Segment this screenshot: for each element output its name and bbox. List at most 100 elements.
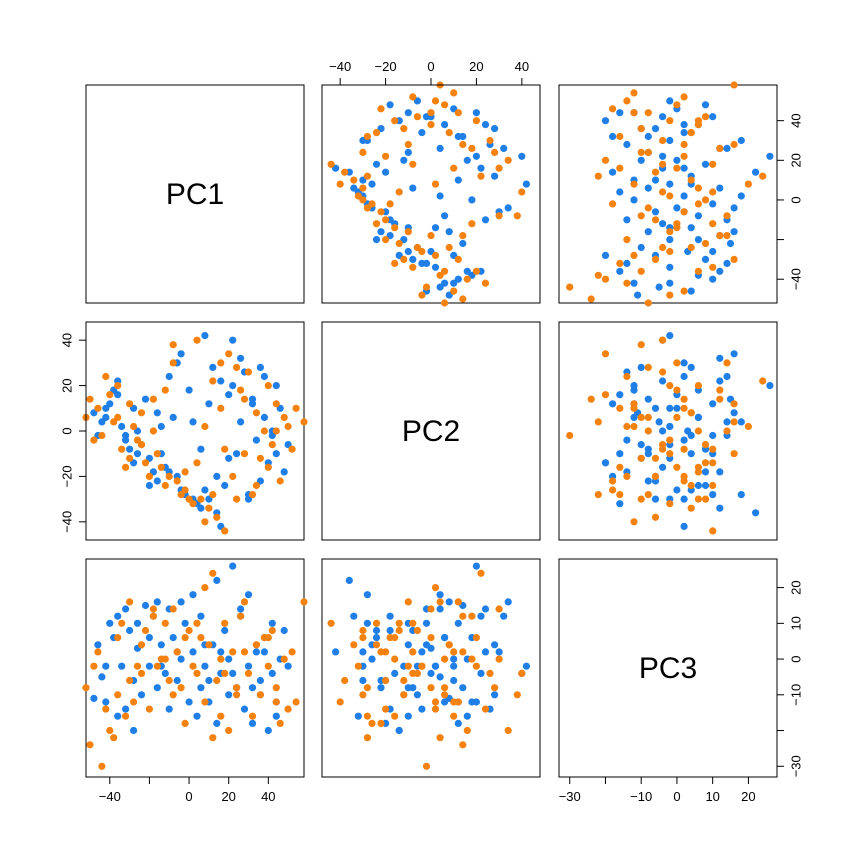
data-point [205,641,213,649]
data-point [472,152,480,160]
data-point [659,441,667,449]
data-point [441,691,449,699]
data-point [644,445,652,453]
data-point [566,431,574,440]
data-point [153,477,161,485]
data-point [730,400,738,408]
data-point [687,504,695,512]
axis-pc3-bottom: −30 −10 0 10 20 [559,776,756,804]
data-point [680,495,688,503]
data-point [201,584,209,592]
data-point [327,619,335,627]
data-point [651,495,660,503]
data-point [694,236,703,244]
data-point [161,669,169,678]
data-point [368,655,376,663]
data-point [126,400,134,408]
data-point [673,413,681,421]
data-point [468,144,476,152]
data-point [459,612,467,620]
data-point [133,450,142,458]
data-point [400,691,408,699]
data-point [240,705,249,713]
data-point [601,391,610,399]
data-point [491,172,499,180]
data-point [637,212,645,220]
data-point [587,395,595,403]
data-point [122,431,130,440]
data-point [157,641,165,649]
data-point [459,684,467,692]
data-point [680,436,688,444]
data-point [102,404,110,412]
data-point [256,454,264,462]
data-point [680,287,688,295]
data-point [197,445,205,453]
data-point [225,655,233,663]
axis-pc1-right: −40 0 20 40 [776,113,804,290]
data-point [730,140,738,149]
data-point [368,719,376,728]
data-point [205,504,213,512]
data-point [391,259,399,267]
data-point [666,192,674,200]
data-point [149,395,157,403]
data-point [118,662,126,670]
data-point [609,168,617,176]
data-point [359,626,367,635]
data-point [106,619,114,627]
data-point [189,418,197,426]
data-point [276,719,284,728]
data-point [504,204,512,212]
data-point [201,422,209,431]
data-point [409,160,417,168]
data-point [372,619,381,627]
data-point [418,705,426,713]
data-point [673,164,681,172]
data-point [372,634,381,642]
data-point [102,372,110,381]
data-point [518,188,526,196]
data-point [213,472,221,480]
data-point [759,172,767,180]
data-point [363,712,371,720]
data-point [495,164,503,172]
data-point [666,500,674,508]
data-point [354,662,362,670]
data-point [616,463,624,471]
data-point [280,468,288,476]
data-point [229,648,237,656]
data-point [193,336,201,344]
data-point [651,168,660,176]
data-point [201,332,209,340]
data-point [350,641,358,649]
data-point [181,634,189,642]
data-point [450,648,458,656]
data-point [94,641,102,649]
data-point [601,117,610,125]
data-point [637,156,645,164]
data-point [404,148,412,156]
data-point [709,400,717,408]
data-point [673,404,681,412]
data-point [637,148,645,156]
data-point [240,450,249,458]
data-point [141,626,150,635]
data-point [106,391,114,399]
data-point [197,612,205,620]
data-point [233,684,241,692]
data-point [737,136,745,145]
data-point [189,648,197,656]
data-point [126,676,134,685]
data-point [723,232,731,240]
data-point [459,741,467,749]
data-point [673,359,681,367]
data-point [225,391,233,399]
data-point [221,527,229,535]
data-point [149,605,157,613]
data-point [623,97,631,105]
panel-frame [85,84,305,304]
data-point [400,125,408,133]
data-point [177,655,185,663]
data-point [481,279,490,287]
